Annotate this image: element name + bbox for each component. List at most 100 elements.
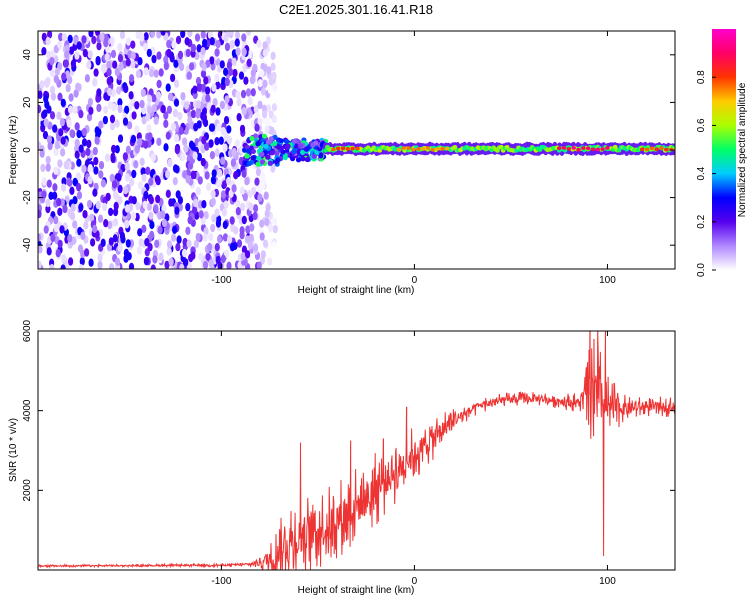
spectrogram-cell	[208, 232, 214, 241]
spectrogram-cell	[566, 147, 571, 151]
spectrogram-cell	[644, 147, 650, 152]
spectrogram-cell	[44, 100, 50, 109]
spectrogram-cell	[68, 93, 74, 102]
spectrogram-cell	[163, 143, 169, 152]
spectrogram-cell	[46, 247, 52, 256]
spectrogram-cell	[42, 109, 48, 118]
spectrogram-cell	[254, 123, 260, 132]
spectrogram-cell	[61, 72, 67, 81]
spectrogram-cell	[265, 36, 272, 45]
spectrogram-cell	[187, 216, 193, 225]
spectrogram-cell	[96, 128, 102, 137]
spectrogram-cell	[241, 33, 247, 42]
spectrogram-cell	[152, 255, 158, 264]
spectrogram-y-ticks: -40 -20 0 20 40	[22, 49, 675, 252]
spectrogram-cell	[103, 219, 109, 228]
spectrogram-cell	[74, 122, 80, 131]
spectrogram-cell	[49, 111, 56, 120]
spectrogram-cell	[135, 31, 141, 40]
spectrogram-cell	[268, 223, 274, 233]
spectrogram-cell	[137, 181, 144, 190]
spectrogram-cell	[141, 173, 147, 183]
spectrogram-cell	[182, 137, 188, 146]
spectrogram-cell	[229, 216, 235, 225]
spectrogram-cell	[165, 83, 171, 92]
spectrogram-cell	[221, 208, 228, 217]
spectrogram-cell	[88, 258, 94, 267]
spectrogram-y-tick-label: 40	[22, 49, 33, 61]
spectrogram-cell	[255, 141, 261, 147]
spectrogram-cell	[216, 123, 222, 132]
spectrogram-cell	[274, 151, 280, 157]
spectrogram-cell	[125, 37, 131, 46]
spectrogram-cell	[148, 211, 154, 220]
spectrogram-cell	[231, 147, 237, 157]
spectrogram-cell	[310, 142, 316, 148]
spectrogram-cell	[260, 177, 267, 186]
spectrogram-cell	[249, 223, 255, 232]
spectrogram-cell	[165, 189, 171, 198]
spectrogram-cell	[87, 176, 93, 185]
spectrogram-cell	[200, 31, 206, 39]
spectrogram-cell	[210, 223, 216, 233]
spectrogram-cell	[47, 141, 53, 151]
spectrogram-cell	[246, 31, 252, 36]
spectrogram-cell	[425, 146, 431, 150]
spectrogram-cell	[173, 134, 180, 143]
spectrogram-cell	[202, 38, 208, 48]
spectrogram-cell	[139, 157, 145, 166]
spectrogram-cell	[190, 109, 197, 119]
spectrogram-cell	[262, 110, 268, 119]
spectrogram-cell	[52, 191, 58, 200]
spectrogram-cell	[97, 260, 103, 269]
spectrogram-cell	[406, 146, 411, 150]
spectrogram-cell	[137, 138, 143, 147]
spectrogram-cell	[108, 207, 114, 217]
snr-y-tick-label: 2000	[22, 479, 33, 502]
spectrogram-cell	[154, 239, 160, 248]
spectrogram-cell	[200, 157, 206, 167]
spectrogram-cell	[229, 242, 236, 252]
spectrogram-cell	[75, 172, 81, 181]
spectrogram-cell	[215, 107, 221, 116]
spectrogram-cell	[254, 177, 260, 186]
spectrogram-cell	[203, 227, 209, 236]
spectrogram-cell	[174, 165, 180, 174]
spectrogram-cell	[87, 164, 93, 173]
spectrogram-cell	[193, 198, 199, 208]
spectrogram-cell	[200, 47, 206, 56]
spectrogram-cell	[84, 74, 90, 83]
spectrogram-cell	[420, 147, 426, 151]
spectrogram-cell	[80, 249, 86, 259]
spectrogram-cell	[87, 50, 93, 59]
spectrogram-cell	[145, 113, 151, 122]
spectrogram-cell	[187, 31, 193, 38]
spectrogram-cell	[193, 123, 199, 132]
spectrogram-cell	[109, 121, 115, 131]
spectrogram-cell	[345, 147, 350, 151]
spectrogram-cell	[265, 154, 271, 160]
spectrogram-cell	[445, 146, 450, 151]
spectrogram-cell	[201, 200, 207, 209]
spectrogram-cell	[102, 115, 108, 125]
spectrogram-cell	[75, 82, 81, 92]
spectrogram-y-tick-label: -20	[22, 190, 33, 205]
spectrogram-cell	[97, 214, 104, 223]
spectrogram-cell	[93, 156, 99, 166]
spectrogram-cell	[253, 243, 259, 252]
spectrogram-cell	[219, 60, 225, 69]
spectrogram-cell	[53, 55, 59, 64]
spectrogram-cell	[166, 105, 172, 115]
spectrogram-cell	[53, 44, 59, 54]
spectrogram-cell	[112, 218, 119, 227]
spectrogram-cell	[56, 111, 62, 120]
spectrogram-cell	[62, 204, 68, 214]
spectrogram-cell	[208, 139, 214, 148]
spectrogram-cell	[131, 196, 137, 205]
spectrogram-cell	[239, 124, 246, 134]
spectrogram-cell	[269, 126, 275, 136]
spectrogram-cell	[176, 235, 182, 244]
spectrogram-cell	[64, 50, 70, 59]
spectrogram-cell	[156, 79, 162, 89]
spectrogram-cell	[164, 260, 170, 269]
